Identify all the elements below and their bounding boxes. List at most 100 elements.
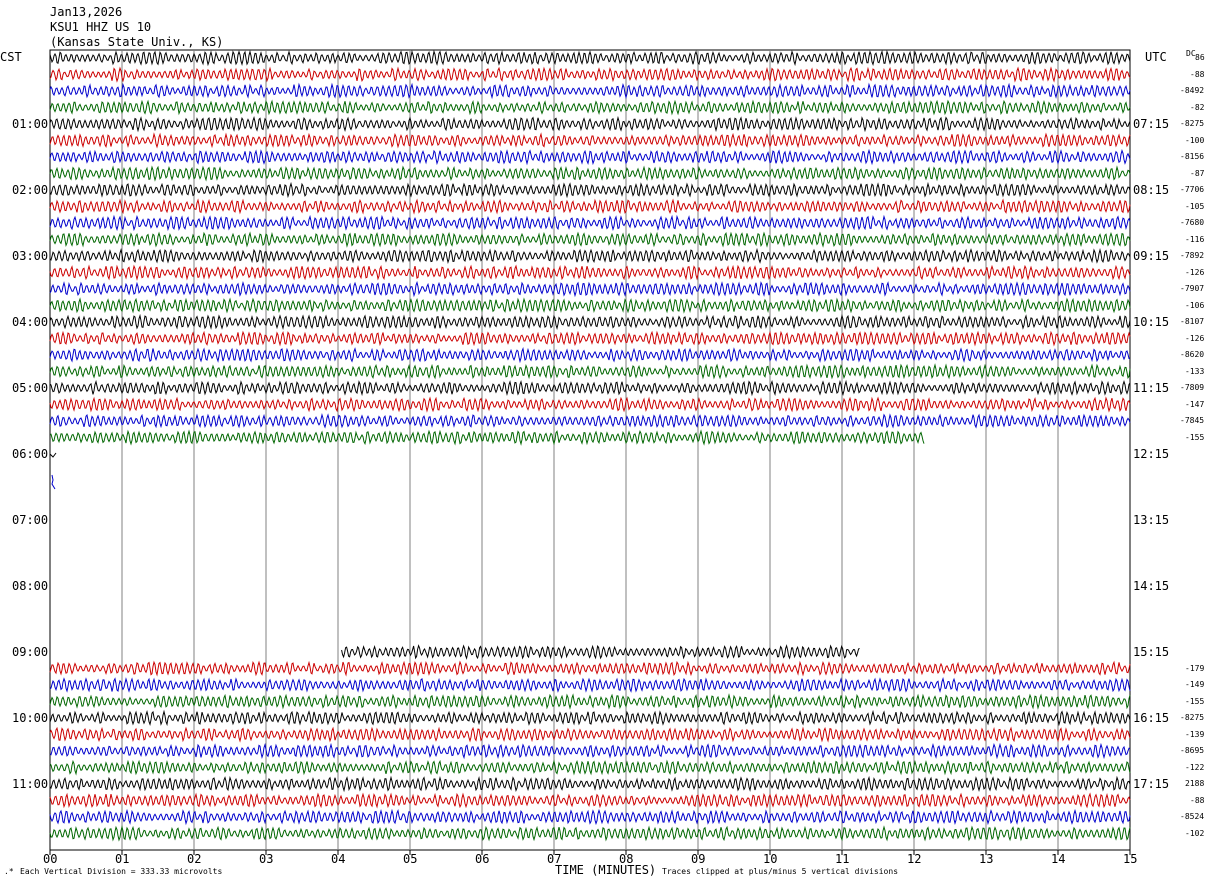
cst-hour-label: 11:00 [12, 777, 49, 791]
x-tick-label: 15 [1123, 852, 1138, 866]
seismic-trace [49, 99, 1131, 116]
x-tick-label: 08 [619, 852, 634, 866]
dc-offset-label: -7706 [1180, 185, 1205, 194]
x-tick-label: 11 [835, 852, 850, 866]
cst-hour-label: 08:00 [12, 579, 49, 593]
cst-hour-label: 04:00 [12, 315, 49, 329]
seismic-trace [49, 214, 1131, 232]
footer-mark: .* [4, 867, 14, 876]
cst-hour-label: 10:00 [12, 711, 49, 725]
dc-offset-label: -102 [1185, 828, 1205, 838]
seismic-trace [49, 66, 1131, 83]
seismic-trace [49, 165, 1131, 182]
cst-zone-label: CST [0, 50, 22, 64]
seismic-trace [49, 825, 1131, 842]
seismic-trace [49, 49, 1131, 67]
dc-offset-label: -8156 [1180, 152, 1205, 161]
x-tick-label: 10 [763, 852, 778, 866]
dc-offset-label: -7845 [1180, 416, 1205, 425]
seismic-trace [49, 396, 1131, 413]
seismic-trace [49, 297, 1131, 314]
utc-hour-label: 14:15 [1133, 579, 1170, 593]
seismic-trace-fragment [51, 474, 56, 490]
utc-hour-label: 17:15 [1133, 777, 1170, 791]
x-tick-label: 13 [979, 852, 994, 866]
vertical-scale-note: Each Vertical Division = 333.33 microvol… [20, 867, 223, 876]
dc-offset-label: -8524 [1180, 812, 1205, 821]
cst-hour-label: 01:00 [12, 117, 49, 131]
x-tick-label: 05 [403, 852, 418, 866]
x-tick-label: 01 [115, 852, 130, 866]
record-date: Jan13,2026 [50, 5, 123, 19]
dc-offset-label: -7809 [1180, 383, 1205, 392]
cst-hour-label: 06:00 [12, 447, 49, 461]
dc-offset-label: -133 [1185, 366, 1205, 376]
dc-offset-label: -122 [1185, 762, 1205, 772]
dc-offset-label: -100 [1185, 135, 1205, 145]
dc-offset-header: DC [1186, 49, 1196, 58]
seismic-trace [49, 264, 1131, 281]
dc-offset-label: -8620 [1180, 350, 1205, 359]
dc-offset-label: -155 [1185, 696, 1205, 706]
seismic-trace [49, 726, 1131, 743]
dc-offset-label: -116 [1185, 234, 1205, 244]
seismic-trace [49, 693, 1131, 710]
x-tick-label: 06 [475, 852, 490, 866]
x-tick-label: 09 [691, 852, 706, 866]
dc-offset-label: -8275 [1180, 713, 1205, 722]
dc-offset-label: -106 [1185, 300, 1205, 310]
dc-offset-label: -155 [1185, 432, 1205, 442]
dc-offset-label: -7907 [1180, 284, 1205, 293]
seismic-trace [49, 231, 1131, 248]
seismic-trace [49, 759, 1131, 776]
seismic-trace [49, 775, 1131, 793]
seismic-trace [49, 313, 1131, 331]
seismic-trace [49, 330, 1131, 347]
plot-frame [49, 49, 1131, 851]
dc-offset-label: -147 [1185, 399, 1205, 409]
cst-hour-label: 05:00 [12, 381, 49, 395]
seismic-trace [49, 247, 1131, 264]
dc-offset-label: -126 [1185, 333, 1205, 343]
dc-offset-label: -179 [1185, 663, 1205, 673]
dc-offset-label: -105 [1185, 201, 1205, 211]
dc-offset-label: -87 [1190, 168, 1205, 178]
seismic-trace [49, 452, 57, 458]
station-location: (Kansas State Univ., KS) [50, 35, 224, 49]
utc-hour-label: 16:15 [1133, 711, 1170, 725]
dc-offset-label: -82 [1190, 102, 1205, 112]
x-tick-label: 02 [187, 852, 202, 866]
x-tick-label: 00 [43, 852, 58, 866]
seismic-trace [49, 808, 1131, 826]
seismic-trace [49, 198, 1131, 215]
x-tick-label: 12 [907, 852, 922, 866]
dc-offset-label: -139 [1185, 729, 1205, 739]
dc-offset-label: -7680 [1180, 218, 1205, 227]
seismic-trace [49, 660, 1131, 677]
seismic-trace [49, 677, 1131, 693]
seismic-trace [49, 347, 1131, 364]
utc-hour-label: 09:15 [1133, 249, 1170, 263]
x-tick-label: 07 [547, 852, 562, 866]
seismic-trace [341, 644, 860, 660]
seismic-trace [49, 148, 1131, 166]
dc-offset-label: -8275 [1180, 119, 1205, 128]
dc-offset-label: -7892 [1180, 251, 1205, 260]
utc-hour-label: 15:15 [1133, 645, 1170, 659]
dc-offset-label: -149 [1185, 680, 1205, 689]
seismic-trace [49, 363, 1131, 380]
seismic-trace [49, 379, 1131, 397]
seismic-trace [49, 82, 1131, 100]
cst-hour-label: 03:00 [12, 249, 49, 263]
cst-hour-label: 02:00 [12, 183, 49, 197]
dc-offset-label: -88 [1190, 69, 1205, 79]
utc-hour-label: 07:15 [1133, 117, 1170, 131]
seismic-trace [49, 792, 1131, 809]
x-tick-label: 03 [259, 852, 274, 866]
dc-offset-label: -8107 [1180, 317, 1205, 326]
station-name: KSU1 HHZ US 10 [50, 20, 152, 34]
seismic-trace [49, 709, 1131, 727]
cst-hour-label: 09:00 [12, 645, 49, 659]
seismic-trace [49, 429, 925, 446]
